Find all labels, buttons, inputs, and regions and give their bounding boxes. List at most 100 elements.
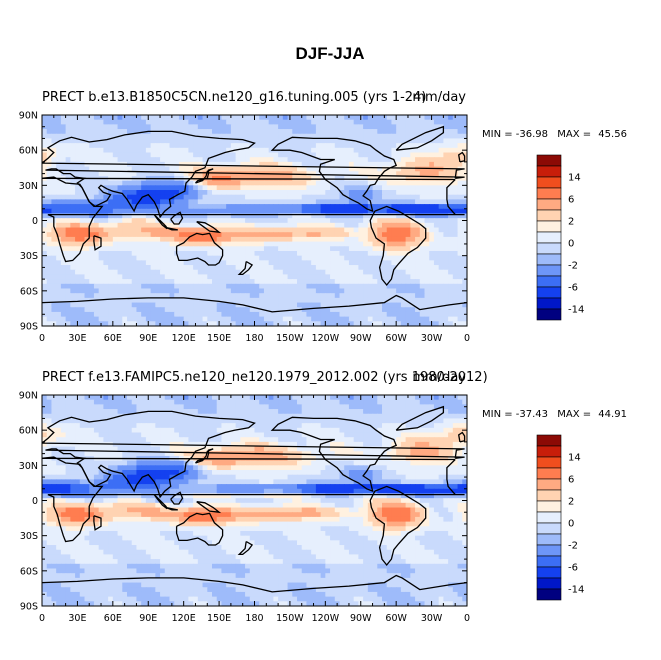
field-cell — [429, 297, 435, 304]
field-cell — [311, 213, 317, 219]
field-cell — [178, 283, 185, 290]
field-cell — [415, 180, 421, 186]
field-cell — [141, 432, 147, 438]
field-cell — [358, 199, 364, 205]
field-cell — [207, 288, 213, 294]
field-cell — [400, 157, 407, 163]
field-cell — [348, 232, 355, 238]
field-cell — [112, 250, 119, 257]
field-cell — [56, 157, 62, 163]
field-cell — [249, 115, 256, 121]
field-cell — [278, 302, 284, 308]
field-cell — [202, 265, 208, 271]
field-cell — [103, 204, 109, 210]
field-cell — [188, 250, 194, 257]
field-cell — [339, 418, 345, 424]
field-cell — [89, 161, 95, 168]
field-cell — [297, 161, 303, 168]
field-cell — [122, 288, 128, 294]
field-cell — [424, 180, 430, 186]
field-cell — [443, 124, 449, 130]
field-cell — [452, 269, 459, 276]
field-cell — [297, 311, 303, 318]
field-cell — [344, 274, 350, 280]
field-cell — [141, 260, 147, 266]
field-cell — [65, 166, 71, 172]
field-cell — [51, 250, 57, 257]
field-cell — [433, 423, 440, 429]
field-cell — [112, 133, 119, 140]
field-cell — [315, 274, 322, 280]
field-cell — [263, 302, 270, 308]
field-cell — [268, 232, 274, 238]
field-cell — [193, 432, 199, 438]
field-cell — [410, 180, 416, 186]
field-cell — [112, 241, 119, 247]
field-cell — [282, 152, 289, 158]
field-cell — [226, 307, 232, 313]
field-cell — [372, 222, 378, 229]
field-cell — [363, 255, 369, 261]
field-cell — [377, 175, 383, 182]
field-cell — [51, 279, 57, 285]
field-cell — [367, 418, 374, 424]
field-cell — [112, 307, 119, 313]
field-cell — [415, 265, 421, 271]
field-cell — [183, 124, 189, 130]
field-cell — [311, 157, 317, 163]
field-cell — [131, 427, 138, 434]
field-cell — [98, 423, 104, 429]
field-cell — [391, 152, 397, 158]
field-cell — [178, 423, 185, 429]
field-cell — [443, 218, 449, 224]
field-cell — [193, 250, 199, 257]
field-cell — [429, 427, 435, 434]
field-cell — [353, 288, 359, 294]
field-cell — [405, 260, 411, 266]
field-cell — [197, 194, 204, 200]
field-cell — [358, 269, 364, 276]
field-cell — [169, 297, 175, 304]
field-cell — [193, 124, 199, 130]
field-cell — [315, 138, 322, 144]
field-cell — [415, 204, 421, 210]
field-cell — [122, 246, 128, 252]
field-cell — [103, 222, 109, 229]
field-cell — [230, 241, 237, 247]
field-cell — [93, 302, 100, 308]
field-cell — [117, 236, 123, 243]
field-cell — [226, 432, 232, 438]
field-cell — [306, 279, 312, 285]
field-cell — [297, 241, 303, 247]
field-cell — [122, 283, 128, 290]
field-cell — [131, 152, 138, 158]
field-cell — [438, 129, 444, 135]
field-cell — [193, 232, 199, 238]
field-cell — [65, 190, 71, 196]
map-panel-model: PRECT b.e13.B1850C5CN.ne120_g16.tuning.0… — [19, 90, 627, 344]
field-cell — [136, 321, 142, 326]
field-cell — [193, 316, 199, 322]
field-cell — [221, 119, 227, 125]
field-cell — [127, 265, 133, 271]
field-cell — [212, 311, 218, 318]
field-cell — [311, 274, 317, 280]
field-cell — [339, 279, 345, 285]
field-cell — [235, 138, 241, 144]
field-cell — [84, 171, 90, 177]
field-cell — [443, 227, 449, 233]
field-cell — [155, 157, 161, 163]
field-cell — [438, 171, 444, 177]
colorbar-swatch — [536, 209, 562, 222]
field-cell — [230, 297, 237, 304]
field-cell — [367, 250, 374, 257]
field-cell — [89, 119, 95, 125]
field-cell — [363, 138, 369, 144]
field-cell — [221, 255, 227, 261]
field-cell — [263, 119, 270, 125]
y-tick-label: 0 — [32, 216, 38, 227]
field-cell — [65, 147, 71, 154]
coastline — [42, 130, 465, 219]
field-cell — [457, 409, 463, 415]
field-cell — [268, 166, 274, 172]
